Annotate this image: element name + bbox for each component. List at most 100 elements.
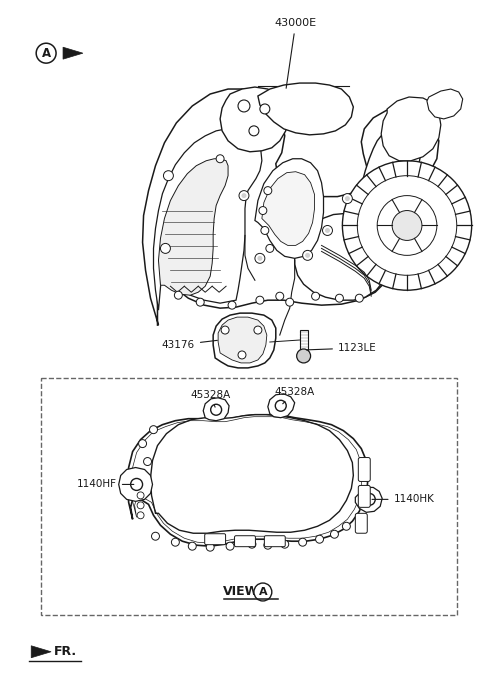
Circle shape: [264, 187, 272, 194]
Circle shape: [299, 538, 307, 546]
Polygon shape: [427, 89, 463, 119]
Circle shape: [260, 104, 270, 114]
Circle shape: [297, 349, 311, 363]
Circle shape: [330, 531, 338, 538]
Circle shape: [266, 245, 274, 252]
Circle shape: [264, 541, 272, 549]
Circle shape: [315, 535, 324, 543]
Circle shape: [336, 294, 343, 302]
Circle shape: [36, 43, 56, 63]
Polygon shape: [158, 158, 228, 295]
Circle shape: [211, 404, 222, 415]
Polygon shape: [213, 313, 276, 368]
Circle shape: [312, 292, 320, 300]
Text: A: A: [259, 587, 267, 597]
Circle shape: [257, 256, 263, 261]
Circle shape: [171, 538, 180, 546]
Circle shape: [131, 478, 143, 491]
Text: 45328A: 45328A: [190, 390, 230, 407]
Circle shape: [206, 543, 214, 551]
Circle shape: [241, 193, 246, 198]
Circle shape: [238, 100, 250, 112]
Circle shape: [137, 492, 144, 499]
Circle shape: [239, 191, 249, 200]
Circle shape: [254, 326, 262, 334]
Polygon shape: [63, 48, 83, 59]
Circle shape: [221, 326, 229, 334]
Polygon shape: [31, 646, 51, 658]
Circle shape: [261, 227, 269, 234]
Circle shape: [152, 532, 159, 540]
Circle shape: [323, 225, 333, 236]
Polygon shape: [203, 398, 229, 421]
Circle shape: [248, 540, 256, 548]
FancyBboxPatch shape: [358, 457, 370, 482]
Polygon shape: [218, 317, 267, 363]
Circle shape: [150, 426, 157, 433]
Text: 45328A: 45328A: [275, 387, 315, 404]
Circle shape: [196, 298, 204, 306]
Polygon shape: [262, 172, 314, 245]
Text: 1123LE: 1123LE: [306, 343, 377, 353]
Polygon shape: [143, 89, 439, 325]
Polygon shape: [295, 129, 421, 300]
Polygon shape: [355, 487, 382, 513]
FancyBboxPatch shape: [264, 536, 285, 546]
Circle shape: [188, 542, 196, 551]
Circle shape: [256, 296, 264, 304]
Bar: [41, 378, 457, 615]
Circle shape: [276, 292, 284, 300]
Circle shape: [286, 298, 294, 306]
Circle shape: [238, 351, 246, 359]
Circle shape: [249, 126, 259, 136]
Circle shape: [144, 457, 152, 466]
Polygon shape: [119, 468, 153, 502]
Circle shape: [363, 493, 375, 505]
FancyBboxPatch shape: [204, 534, 226, 545]
Circle shape: [302, 250, 312, 260]
Polygon shape: [151, 415, 353, 533]
Circle shape: [357, 176, 457, 276]
Circle shape: [342, 522, 350, 531]
Text: 1140HK: 1140HK: [372, 495, 434, 504]
Circle shape: [137, 502, 144, 509]
Circle shape: [174, 291, 182, 299]
Polygon shape: [128, 415, 368, 546]
Text: 43176: 43176: [162, 340, 217, 350]
Circle shape: [345, 196, 350, 201]
Circle shape: [226, 542, 234, 551]
Circle shape: [228, 301, 236, 309]
Circle shape: [255, 254, 265, 263]
Circle shape: [342, 194, 352, 203]
Polygon shape: [220, 87, 288, 152]
FancyBboxPatch shape: [358, 486, 370, 507]
Text: FR.: FR.: [54, 646, 77, 658]
Polygon shape: [268, 394, 295, 418]
Polygon shape: [258, 83, 353, 135]
Polygon shape: [154, 129, 262, 310]
Circle shape: [355, 294, 363, 302]
Circle shape: [305, 253, 310, 258]
Polygon shape: [255, 158, 324, 258]
Circle shape: [139, 440, 146, 448]
FancyBboxPatch shape: [355, 513, 367, 533]
Circle shape: [259, 207, 267, 214]
Bar: [300, 330, 308, 352]
Circle shape: [342, 161, 472, 290]
Circle shape: [160, 243, 170, 254]
Text: VIEW: VIEW: [223, 586, 259, 599]
Circle shape: [377, 196, 437, 256]
Circle shape: [137, 512, 144, 519]
FancyBboxPatch shape: [235, 536, 255, 546]
Text: 1140HF: 1140HF: [77, 480, 134, 489]
Circle shape: [325, 228, 330, 233]
Circle shape: [392, 211, 422, 240]
Circle shape: [276, 400, 286, 411]
Polygon shape: [381, 97, 441, 161]
Text: A: A: [42, 47, 51, 60]
Circle shape: [164, 171, 173, 181]
Circle shape: [216, 155, 224, 163]
Circle shape: [281, 540, 288, 548]
Text: 43000E: 43000E: [275, 19, 317, 88]
Circle shape: [254, 583, 272, 601]
